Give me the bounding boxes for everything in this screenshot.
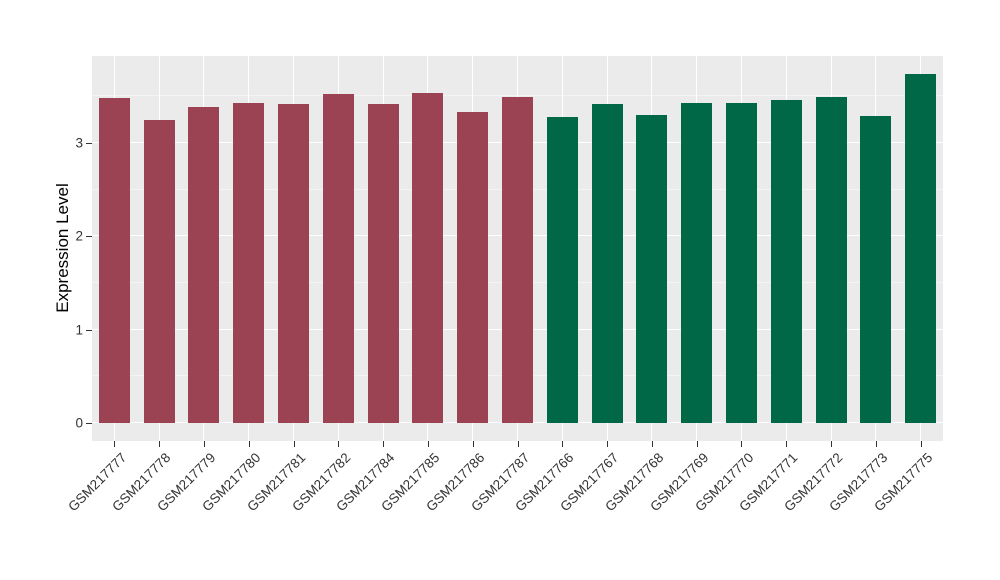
x-tick-mark bbox=[607, 441, 609, 447]
bar bbox=[636, 115, 668, 423]
y-tick-label: 3 bbox=[75, 135, 83, 151]
y-tick-mark bbox=[86, 423, 92, 424]
bar bbox=[681, 102, 713, 423]
x-tick-mark bbox=[338, 441, 340, 447]
x-tick-mark bbox=[159, 441, 161, 447]
y-tick-mark bbox=[86, 143, 92, 144]
y-tick-mark bbox=[86, 329, 92, 331]
x-tick-mark bbox=[203, 441, 205, 447]
bar bbox=[188, 106, 220, 423]
bar bbox=[322, 93, 354, 423]
bar bbox=[591, 103, 623, 423]
x-tick-mark bbox=[831, 441, 833, 447]
x-tick-mark bbox=[427, 441, 429, 447]
bar bbox=[770, 100, 802, 423]
bar bbox=[412, 92, 444, 423]
x-tick-mark bbox=[248, 441, 250, 447]
y-tick-label: 1 bbox=[75, 322, 83, 338]
bar bbox=[725, 102, 757, 423]
x-tick-mark bbox=[293, 441, 295, 447]
plot-panel bbox=[92, 56, 943, 441]
y-tick-label: 0 bbox=[75, 415, 83, 431]
bar bbox=[98, 98, 130, 423]
x-tick-mark bbox=[875, 441, 877, 447]
bar bbox=[457, 112, 489, 423]
x-tick-mark bbox=[651, 441, 653, 447]
bar bbox=[815, 97, 847, 423]
y-axis-title: Expression Level bbox=[53, 183, 72, 313]
y-tick-label: 2 bbox=[75, 228, 83, 244]
x-tick-mark bbox=[741, 441, 743, 447]
x-tick-mark bbox=[517, 441, 519, 447]
x-tick-mark bbox=[562, 441, 564, 447]
bar bbox=[860, 115, 892, 423]
x-tick-mark bbox=[696, 441, 698, 447]
bar bbox=[502, 97, 533, 423]
y-tick-mark bbox=[86, 236, 92, 238]
bar bbox=[546, 116, 578, 423]
x-tick-mark bbox=[114, 441, 116, 447]
bar bbox=[278, 103, 310, 423]
x-tick-mark bbox=[472, 441, 474, 447]
bar bbox=[233, 102, 265, 423]
bar bbox=[367, 103, 399, 423]
x-tick-mark bbox=[920, 441, 922, 447]
bar bbox=[143, 119, 175, 423]
bar bbox=[905, 73, 937, 423]
x-tick-mark bbox=[786, 441, 788, 447]
x-tick-mark bbox=[383, 441, 385, 447]
